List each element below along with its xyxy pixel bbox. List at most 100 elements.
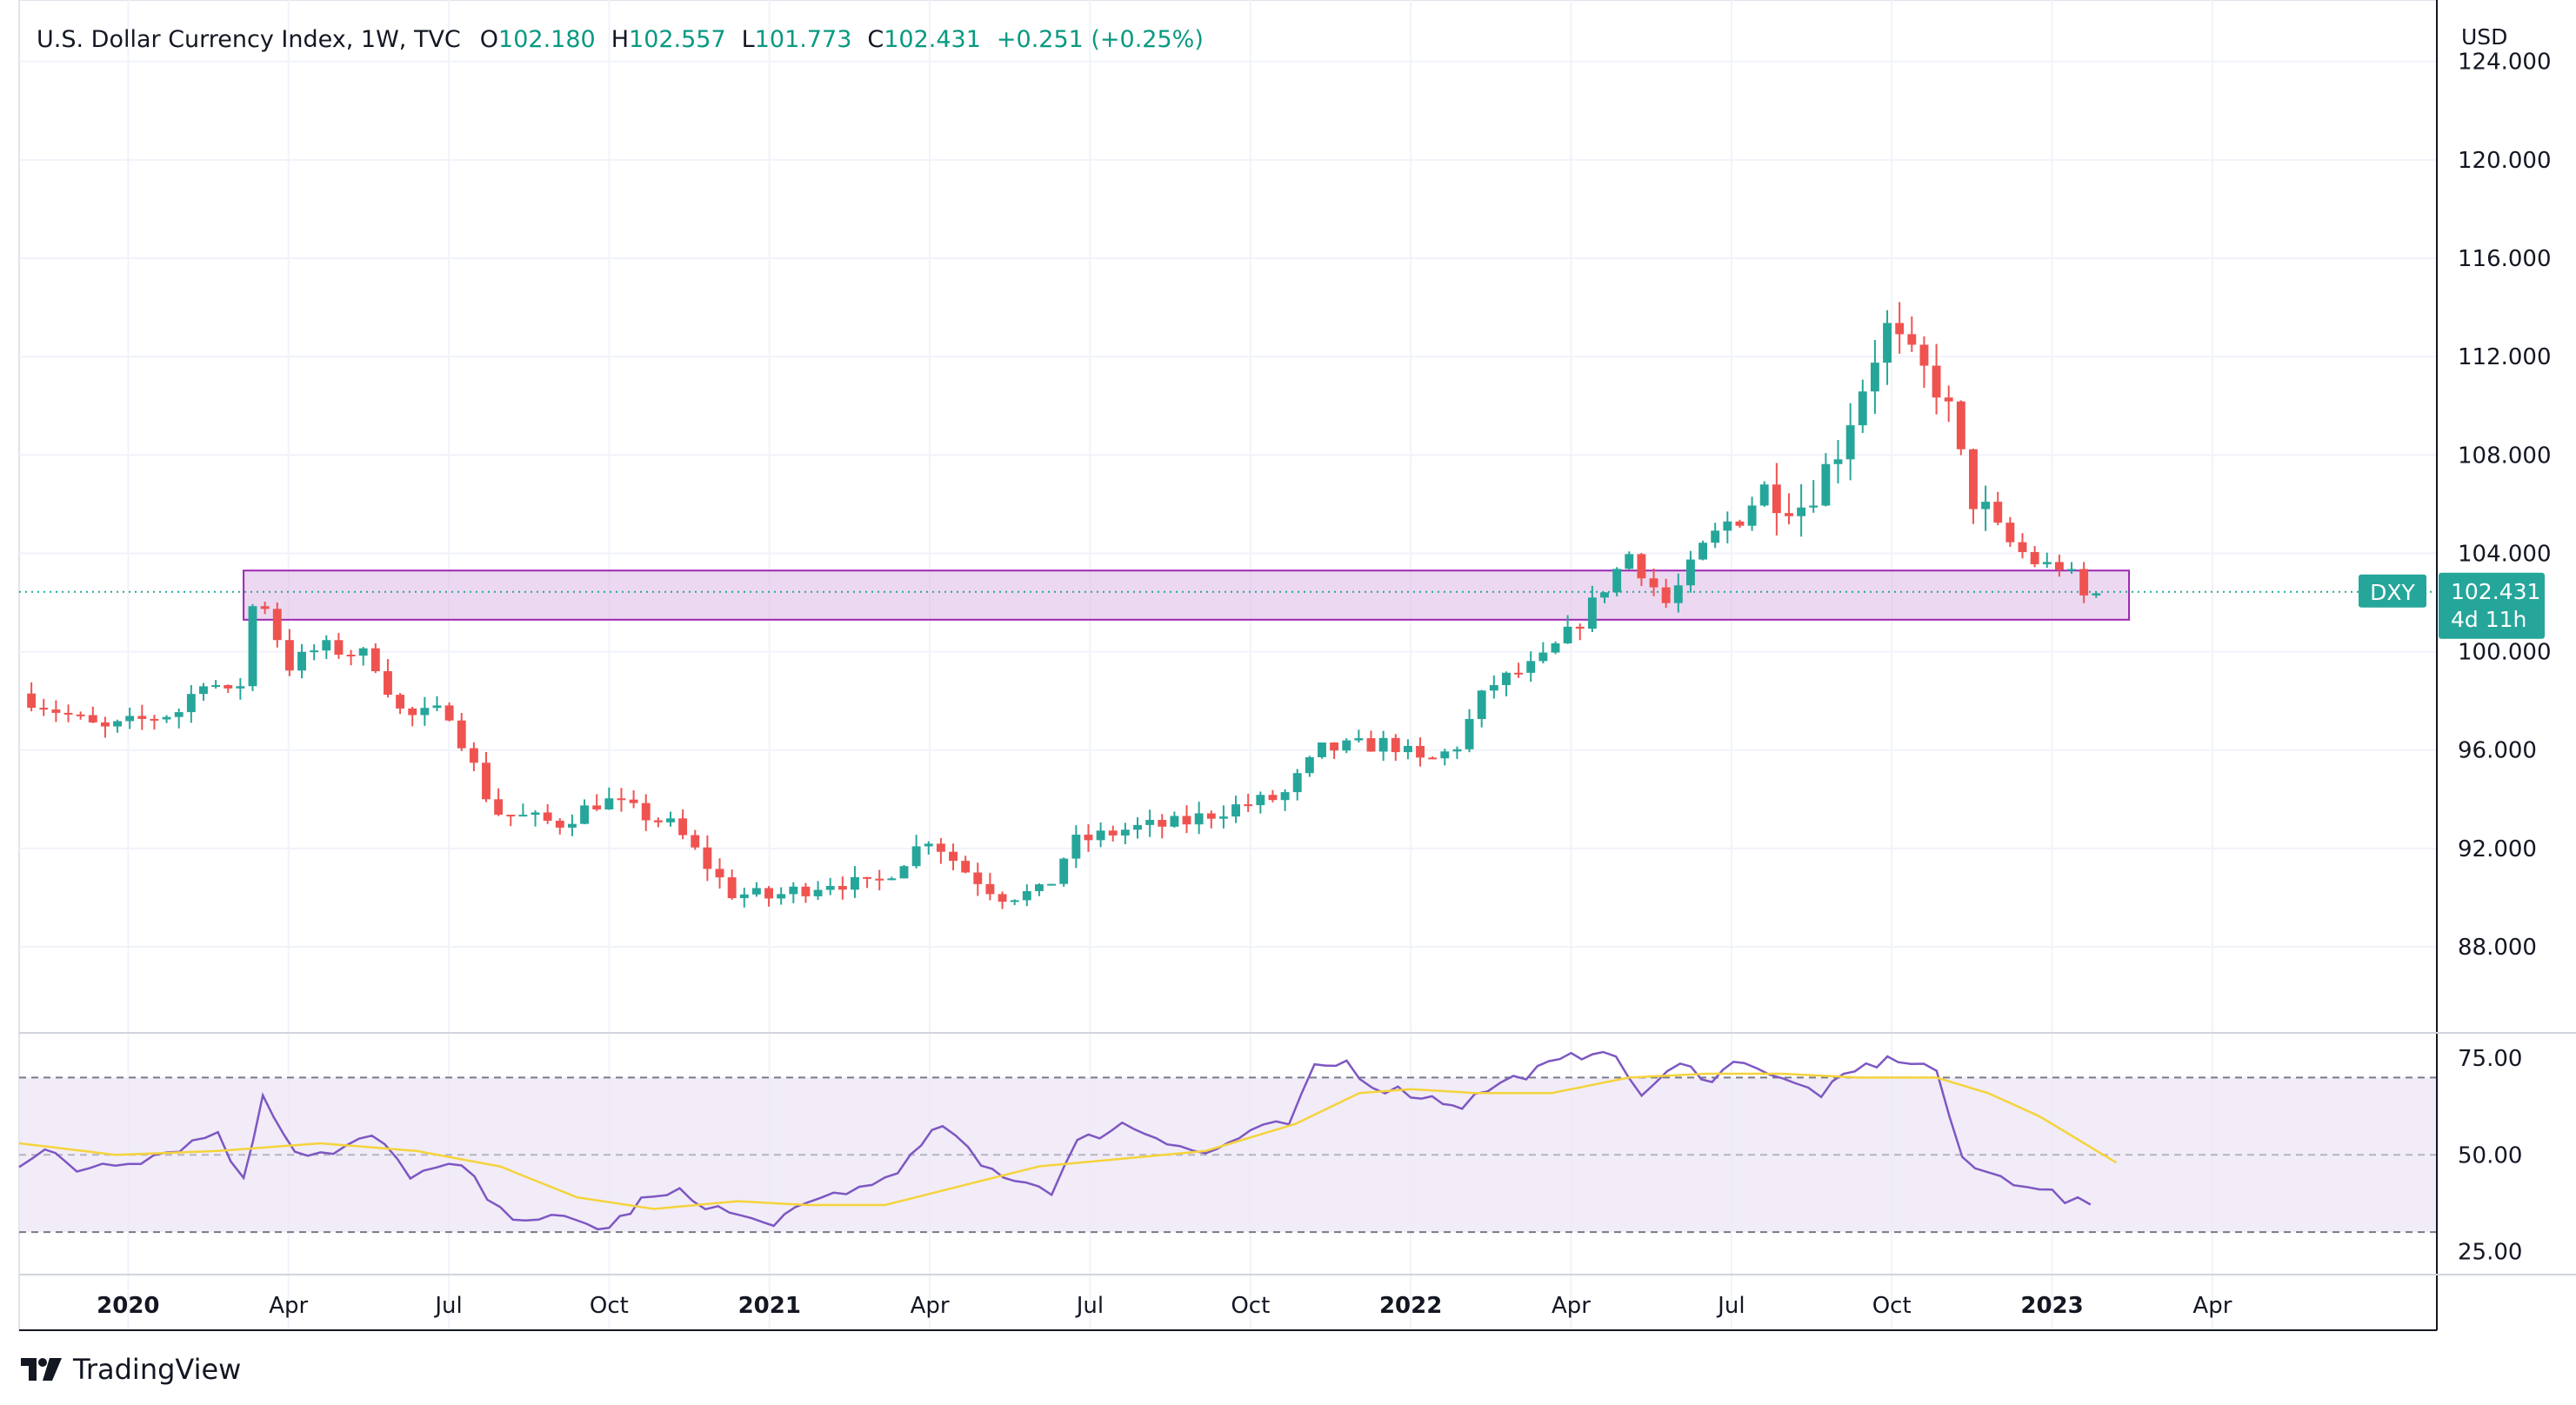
candle-body (1551, 643, 1560, 653)
candle-body (384, 670, 392, 696)
x-tick-label: 2021 (738, 1293, 801, 1319)
candle-body (1318, 742, 1326, 757)
y-tick-label: 100.000 (2458, 640, 2552, 666)
support-zone (243, 569, 2131, 621)
candle-body (2092, 593, 2101, 596)
candle-body (1268, 795, 1278, 801)
candle-body (506, 815, 516, 817)
brand-name: TradingView (73, 1353, 242, 1386)
currency-label: USD (2461, 24, 2508, 50)
candle-body (1280, 792, 1290, 801)
candle-body (949, 851, 958, 862)
candle-body (186, 694, 196, 713)
candle-body (88, 715, 97, 722)
candle-body (1833, 459, 1843, 464)
candle-body (2018, 542, 2027, 552)
candle-body (1047, 883, 1057, 886)
candle-body (236, 686, 245, 689)
high-label: H (611, 26, 630, 53)
candle-body (27, 693, 37, 709)
symbol-title: U.S. Dollar Currency Index, 1W, TVC (37, 26, 461, 53)
low-label: L (741, 26, 755, 53)
candle-body (641, 802, 651, 821)
candle-body (592, 805, 602, 809)
y-tick-label: 108.000 (2458, 443, 2552, 469)
candle-body (370, 648, 380, 671)
x-tick-label: Jul (1716, 1293, 1745, 1319)
candle-body (494, 799, 504, 816)
candle-body (211, 685, 221, 688)
candle-body (482, 762, 491, 800)
candle-body (1084, 835, 1093, 841)
candle-body (284, 640, 294, 671)
candle-body (1292, 773, 1302, 793)
rsi-ma-line (18, 1072, 2117, 1210)
candles (27, 302, 2101, 909)
x-tick-label: 2023 (2020, 1293, 2083, 1319)
candle-body (334, 640, 344, 655)
candle-body (174, 712, 184, 717)
candle-body (1685, 559, 1695, 586)
candle-body (1452, 749, 1462, 752)
candle-body (604, 798, 614, 809)
candle-body (224, 685, 233, 689)
candle-body (1096, 830, 1105, 841)
candle-body (1785, 513, 1793, 516)
candle-body (1071, 835, 1081, 859)
candle-body (567, 823, 577, 828)
candle-body (1723, 521, 1732, 531)
candle-body (1010, 900, 1019, 902)
candle-body (346, 654, 356, 656)
candle-body (1489, 684, 1498, 691)
candle-body (137, 716, 147, 719)
rsi-tick-label: 50.00 (2458, 1142, 2522, 1169)
rsi-line (18, 1050, 2092, 1231)
candle-body (764, 888, 773, 899)
candle-body (678, 818, 688, 836)
candle-body (1612, 569, 1622, 593)
candle-body (1797, 507, 1806, 516)
candle-body (973, 872, 983, 884)
candle-body (1206, 813, 1216, 819)
candle-body (1747, 505, 1757, 526)
candle-body (199, 686, 208, 695)
candle-body (162, 716, 171, 720)
candle-body (39, 708, 49, 710)
symbol-tag (2359, 574, 2426, 608)
candle-body (789, 886, 798, 895)
y-tick-label: 88.000 (2458, 935, 2537, 961)
candle-body (1575, 626, 1585, 629)
candle-body (1108, 830, 1118, 836)
candle-body (825, 886, 835, 890)
candle-body (703, 847, 712, 869)
candle-body (469, 748, 478, 763)
y-tick-label: 92.000 (2458, 836, 2537, 862)
candle-body (1895, 323, 1905, 335)
candle-body (691, 835, 700, 848)
x-tick-label: Oct (1231, 1293, 1270, 1319)
candle-body (2079, 569, 2089, 596)
candle-body (1305, 756, 1314, 774)
candle-body (420, 708, 430, 716)
support-zone-layer (19, 569, 2437, 621)
candle-body (272, 609, 282, 641)
candle-body (1022, 890, 1031, 901)
candle-body (1969, 449, 1978, 509)
candle-body (518, 815, 528, 817)
candle-body (76, 714, 85, 716)
candle-body (617, 798, 626, 801)
candle-body (1133, 824, 1142, 830)
candle-body (2005, 523, 2015, 543)
high-value: 102.557 (629, 26, 726, 53)
candle-body (396, 695, 405, 709)
candle-body (1231, 804, 1241, 817)
candle-body (1378, 737, 1388, 752)
candle-body (727, 877, 737, 899)
candle-body (1649, 578, 1658, 588)
x-tick-label: Oct (590, 1293, 629, 1319)
candle-body (2042, 562, 2052, 564)
tradingview-brand[interactable]: TradingView (19, 1353, 241, 1386)
candle-body (666, 818, 675, 822)
price-tag-value: 102.431 (2451, 579, 2540, 604)
